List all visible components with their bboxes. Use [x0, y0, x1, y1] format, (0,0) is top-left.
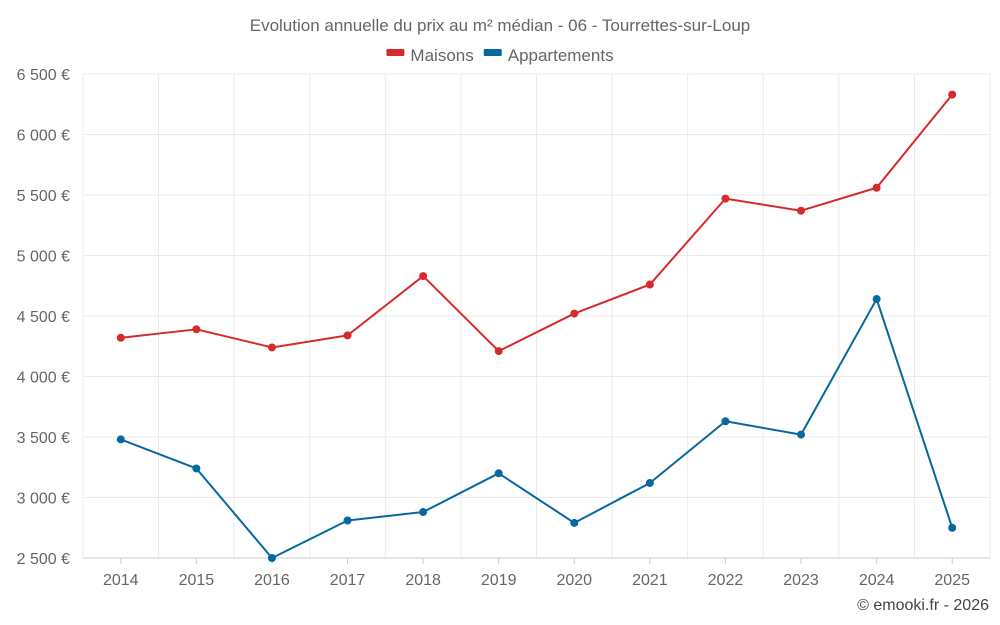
- data-point[interactable]: [948, 523, 957, 532]
- data-point[interactable]: [645, 478, 654, 487]
- y-tick-label: 4 500 €: [17, 309, 70, 326]
- x-tick-label: 2023: [783, 572, 819, 589]
- legend-item-appartements[interactable]: Appartements: [483, 46, 614, 65]
- data-point[interactable]: [721, 417, 730, 426]
- x-tick-label: 2025: [934, 572, 970, 589]
- legend[interactable]: Maisons Appartements: [386, 46, 614, 65]
- y-tick-label: 5 500 €: [17, 188, 70, 205]
- data-point[interactable]: [721, 194, 730, 203]
- data-point[interactable]: [419, 508, 428, 517]
- y-tick-label: 4 000 €: [17, 370, 70, 387]
- series-line: [120, 93, 953, 353]
- series: [116, 90, 957, 562]
- credit-text: © emooki.fr - 2026: [857, 597, 989, 614]
- legend-swatch: [386, 49, 405, 56]
- data-point[interactable]: [494, 347, 503, 356]
- x-tick-label: 2014: [103, 572, 139, 589]
- data-point[interactable]: [797, 206, 806, 215]
- y-tick-label: 3 000 €: [17, 491, 70, 508]
- data-point[interactable]: [116, 333, 125, 342]
- x-tick-label: 2019: [481, 572, 517, 589]
- y-tick-label: 5 000 €: [17, 249, 70, 266]
- y-tick-label: 6 000 €: [17, 128, 70, 145]
- x-tick-label: 2020: [556, 572, 592, 589]
- data-point[interactable]: [494, 469, 503, 478]
- data-point[interactable]: [267, 343, 276, 352]
- x-tick-label: 2017: [330, 572, 366, 589]
- x-tick-label: 2018: [405, 572, 441, 589]
- data-point[interactable]: [570, 309, 579, 318]
- chart-title: Evolution annuelle du prix au m² médian …: [250, 16, 751, 35]
- data-point[interactable]: [343, 516, 352, 525]
- legend-item-maisons[interactable]: Maisons: [386, 46, 474, 65]
- data-point[interactable]: [343, 331, 352, 340]
- data-point[interactable]: [872, 183, 881, 192]
- data-point[interactable]: [192, 464, 201, 473]
- x-axis: 2014 2015 2016 2017 2018 2019 2020 2021 2022 2023…: [83, 557, 990, 589]
- data-point[interactable]: [872, 295, 881, 304]
- x-tick-label: 2022: [708, 572, 744, 589]
- grid: [82, 73, 991, 559]
- y-tick-label: 2 500 €: [17, 551, 70, 568]
- data-point[interactable]: [192, 325, 201, 334]
- y-tick-label: 3 500 €: [17, 430, 70, 447]
- series-appartements: [116, 295, 957, 562]
- y-tick-label: 6 500 €: [17, 67, 70, 84]
- x-tick-label: 2024: [859, 572, 895, 589]
- data-point[interactable]: [797, 430, 806, 439]
- legend-label: Appartements: [508, 46, 614, 65]
- data-point[interactable]: [570, 518, 579, 527]
- data-point[interactable]: [948, 90, 957, 99]
- y-axis: 2 500 € 3 000 € 3 500 € 4 000 € 4 500 € 5 000…: [17, 67, 70, 568]
- series-line: [120, 298, 954, 559]
- legend-label: Maisons: [410, 46, 473, 65]
- x-tick-label: 2016: [254, 572, 290, 589]
- data-point[interactable]: [267, 554, 276, 562]
- x-tick-label: 2021: [632, 572, 668, 589]
- data-point[interactable]: [645, 280, 654, 289]
- series-maisons: [116, 90, 957, 356]
- data-point[interactable]: [116, 435, 125, 444]
- x-tick-label: 2015: [179, 572, 215, 589]
- legend-swatch: [483, 49, 502, 56]
- data-point[interactable]: [419, 272, 428, 281]
